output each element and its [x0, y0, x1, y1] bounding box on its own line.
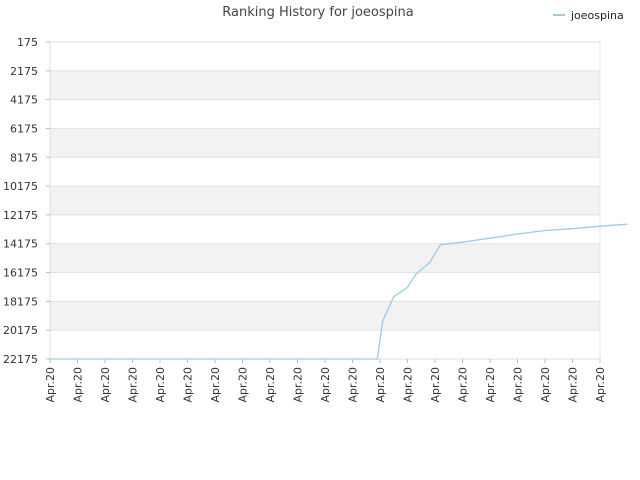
y-tick-label: 18175: [3, 295, 38, 308]
y-tick-label: 20175: [3, 324, 38, 337]
series-line: [50, 223, 628, 360]
x-tick-label: Apr.20: [567, 367, 580, 403]
x-tick-label: Apr.20: [127, 367, 140, 403]
x-tick-label: Apr.20: [429, 367, 442, 403]
plot-band: [50, 157, 600, 187]
y-tick-label: 8175: [10, 151, 38, 164]
x-tick-label: Apr.20: [539, 367, 552, 403]
plot-band: [50, 243, 600, 273]
x-axis: Apr.20 Apr.20 Apr.20 Apr.20 Apr.20 Apr.20 Apr.…: [44, 359, 607, 403]
plot-band: [50, 70, 600, 100]
y-tick-label: 2175: [10, 65, 38, 78]
y-tick-label: 175: [17, 36, 38, 49]
x-tick-label: Apr.20: [209, 367, 222, 403]
y-tick-label: 4175: [10, 94, 38, 107]
x-tick-label: Apr.20: [154, 367, 167, 403]
plot-band: [50, 214, 600, 244]
x-tick-label: Apr.20: [594, 367, 607, 403]
plot-bands: [50, 42, 600, 359]
y-tick-label: 22175: [3, 353, 38, 366]
y-axis: 175 2175 4175 6175 8175 10175 12175 14175 16175 1…: [3, 36, 50, 366]
x-tick-label: Apr.20: [402, 367, 415, 403]
x-tick-label: Apr.20: [264, 367, 277, 403]
y-tick-label: 14175: [3, 238, 38, 251]
x-tick-label: Apr.20: [237, 367, 250, 403]
plot-band: [50, 301, 600, 331]
x-tick-label: Apr.20: [374, 367, 387, 403]
x-tick-label: Apr.20: [44, 367, 57, 403]
x-tick-label: Apr.20: [99, 367, 112, 403]
plot-band: [50, 330, 600, 359]
legend-label: joeospina: [570, 9, 624, 22]
series-group: [50, 223, 628, 360]
plot-band: [50, 128, 600, 158]
plot-band: [50, 42, 600, 71]
plot-band: [50, 186, 600, 215]
x-tick-label: Apr.20: [457, 367, 470, 403]
chart-title: Ranking History for joeospina: [222, 5, 413, 20]
y-tick-label: 16175: [3, 267, 38, 280]
x-tick-label: Apr.20: [512, 367, 525, 403]
x-tick-label: Apr.20: [182, 367, 195, 403]
y-tick-label: 12175: [3, 209, 38, 222]
x-tick-label: Apr.20: [484, 367, 497, 403]
legend: joeospina: [553, 9, 624, 22]
plot-band: [50, 99, 600, 129]
y-tick-label: 10175: [3, 180, 38, 193]
plot-band: [50, 272, 600, 302]
x-tick-label: Apr.20: [347, 367, 360, 403]
x-tick-label: Apr.20: [292, 367, 305, 403]
y-tick-label: 6175: [10, 122, 38, 135]
x-tick-label: Apr.20: [72, 367, 85, 403]
x-tick-label: Apr.20: [319, 367, 332, 403]
